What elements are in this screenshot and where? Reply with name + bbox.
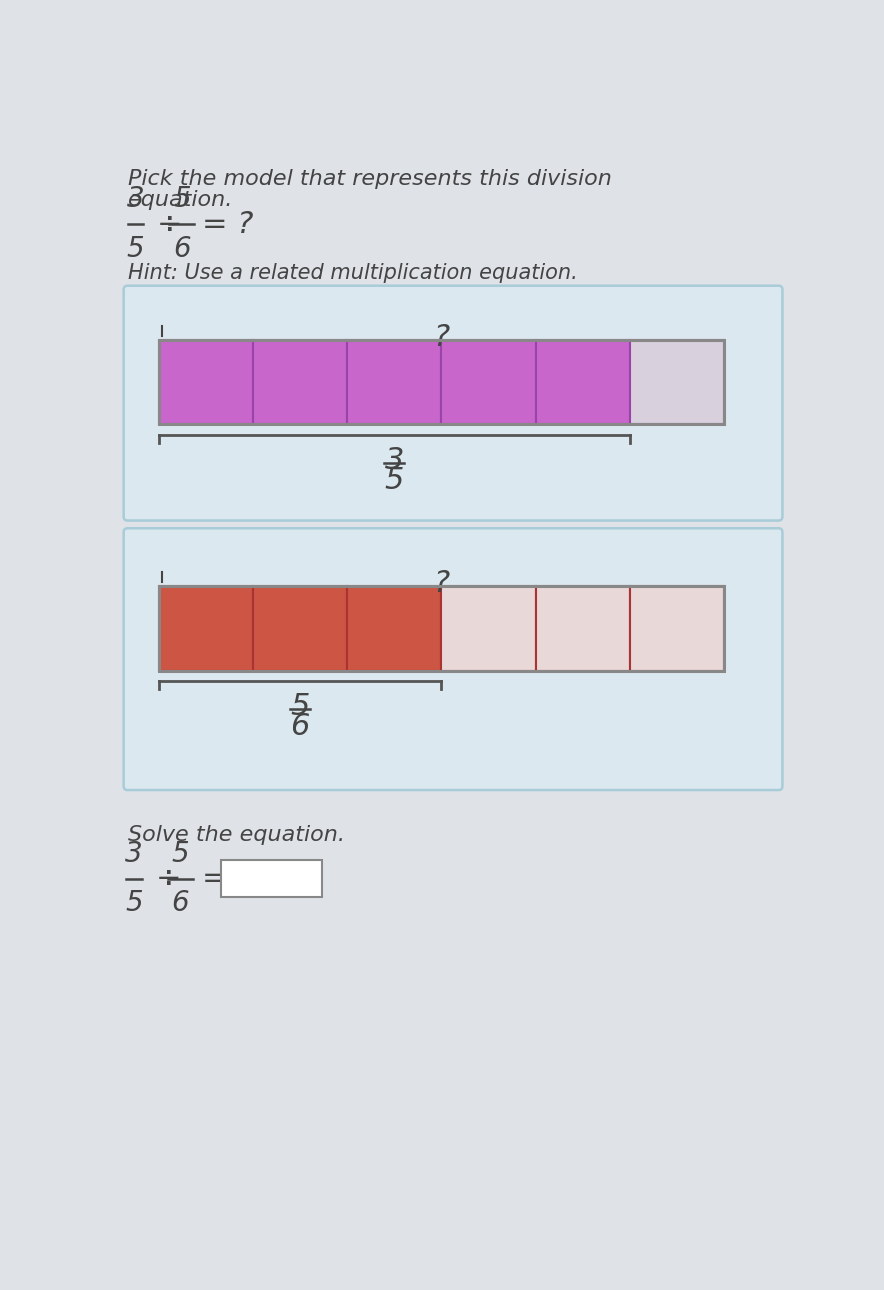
Text: ÷: ÷ — [156, 864, 181, 893]
Text: 6: 6 — [290, 712, 309, 742]
Bar — [536, 339, 630, 424]
Bar — [536, 586, 630, 671]
Bar — [158, 339, 724, 424]
Bar — [441, 339, 536, 424]
Text: =: = — [202, 864, 227, 893]
Text: 5: 5 — [171, 840, 189, 868]
Bar — [253, 339, 347, 424]
Text: ÷: ÷ — [157, 209, 183, 239]
FancyBboxPatch shape — [124, 528, 782, 789]
Text: 3: 3 — [385, 446, 404, 475]
Text: 3: 3 — [126, 186, 144, 213]
Bar — [347, 586, 441, 671]
Bar — [347, 339, 441, 424]
FancyBboxPatch shape — [124, 285, 782, 521]
Bar — [630, 339, 724, 424]
Bar — [158, 586, 253, 671]
Text: 5: 5 — [126, 235, 144, 263]
Text: 6: 6 — [173, 235, 191, 263]
Text: Pick the model that represents this division: Pick the model that represents this divi… — [127, 169, 612, 188]
Bar — [441, 586, 536, 671]
Text: 5: 5 — [173, 186, 191, 213]
Text: 6: 6 — [171, 889, 189, 917]
Text: equation.: equation. — [127, 190, 232, 210]
Text: ?: ? — [433, 569, 450, 599]
Text: 5: 5 — [290, 693, 309, 721]
Text: Hint: Use a related multiplication equation.: Hint: Use a related multiplication equat… — [127, 263, 577, 283]
Text: 3: 3 — [125, 840, 142, 868]
Text: Solve the equation.: Solve the equation. — [127, 824, 345, 845]
Bar — [158, 339, 253, 424]
Bar — [158, 586, 724, 671]
Text: 5: 5 — [125, 889, 142, 917]
Bar — [253, 586, 347, 671]
Bar — [630, 586, 724, 671]
Bar — [221, 860, 322, 897]
Text: = ?: = ? — [202, 209, 254, 239]
Text: ?: ? — [433, 322, 450, 352]
Text: 5: 5 — [385, 466, 404, 495]
